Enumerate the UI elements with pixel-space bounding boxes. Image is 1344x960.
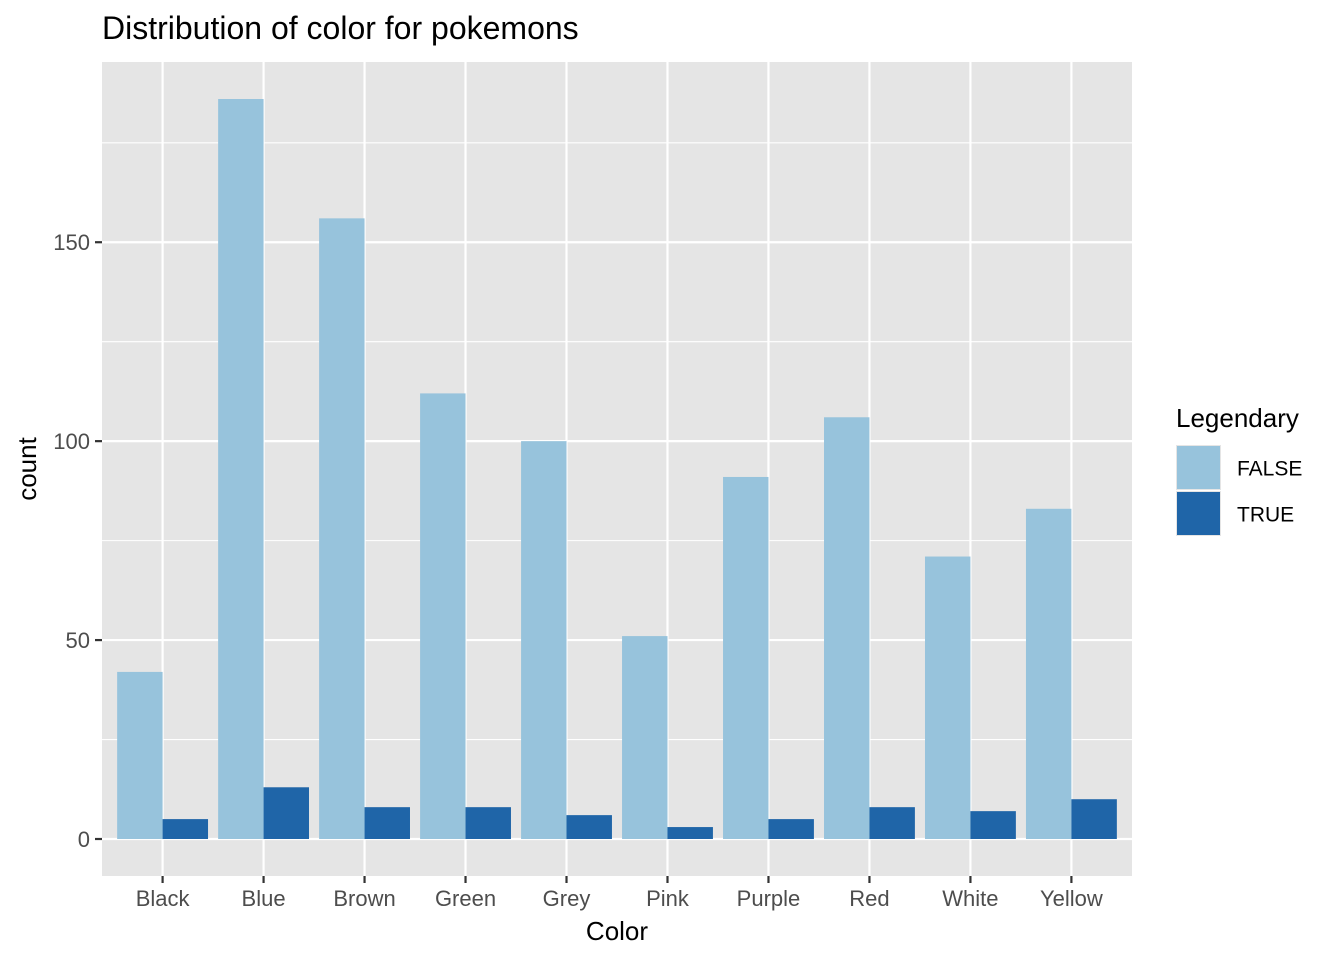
chart-title: Distribution of color for pokemons [102,10,579,46]
bar-pink-true [667,827,713,839]
legend: Legendary FALSE TRUE [1176,403,1302,536]
x-axis: Black Blue Brown Green Grey Pink Purple Red Whit… [136,876,1103,911]
bar-blue-true [263,787,310,839]
bar-brown-true [364,807,410,839]
legend-label-false: FALSE [1237,458,1302,481]
legend-swatch-false [1177,446,1220,489]
x-tick-label-white: White [942,886,998,911]
x-tick-label-grey: Grey [543,886,591,911]
bar-yellow-true [1071,799,1117,839]
bar-grey-false [521,441,567,839]
bar-yellow-false [1025,508,1072,839]
x-tick-label-black: Black [136,886,191,911]
x-tick-label-pink: Pink [646,886,690,911]
bar-white-false [924,556,971,839]
x-tick-label-red: Red [849,886,889,911]
bar-purple-false [723,476,769,839]
x-tick-label-brown: Brown [333,886,395,911]
x-tick-label-green: Green [435,886,496,911]
x-axis-title: Color [586,916,648,946]
y-tick-label: 0 [78,827,90,852]
y-tick-label: 100 [53,429,90,454]
x-tick-label-yellow: Yellow [1040,886,1103,911]
y-tick-label: 150 [53,230,90,255]
bar-grey-true [566,815,612,839]
bar-green-true [465,807,511,839]
x-tick-label-blue: Blue [242,886,286,911]
legend-swatch-true [1177,492,1220,535]
bar-brown-false [319,218,365,839]
bar-white-true [970,811,1016,839]
legend-label-true: TRUE [1237,504,1294,527]
y-tick-label: 50 [66,628,90,653]
bar-pink-false [622,636,668,839]
bar-blue-false [218,99,264,839]
y-axis-title: count [12,436,42,500]
legend-title: Legendary [1176,403,1299,433]
x-tick-label-purple: Purple [737,886,801,911]
bar-red-false [824,417,870,839]
y-axis: 0 50 100 150 [53,230,102,852]
bar-red-true [869,807,915,839]
bar-black-false [117,671,163,839]
bar-purple-true [768,819,814,839]
bars [117,99,1117,839]
bar-black-true [162,819,209,839]
bar-green-false [420,393,466,839]
